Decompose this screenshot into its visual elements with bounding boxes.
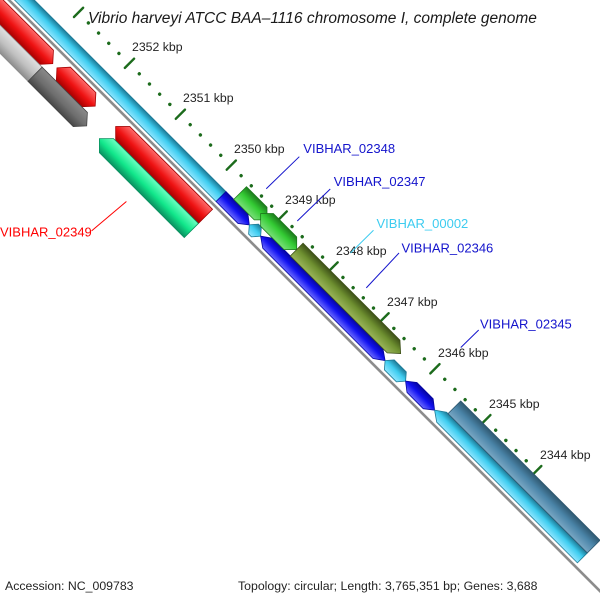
svg-text:Accession: NC_009783: Accession: NC_009783 bbox=[5, 579, 134, 593]
svg-text:2350 kbp: 2350 kbp bbox=[234, 142, 285, 156]
svg-text:VIBHAR_02346: VIBHAR_02346 bbox=[402, 241, 494, 256]
svg-text:2344 kbp: 2344 kbp bbox=[540, 448, 591, 462]
svg-text:VIBHAR_02349: VIBHAR_02349 bbox=[0, 224, 92, 239]
svg-text:2349 kbp: 2349 kbp bbox=[285, 193, 336, 207]
svg-text:2351 kbp: 2351 kbp bbox=[183, 91, 234, 105]
svg-text:2348 kbp: 2348 kbp bbox=[336, 244, 387, 258]
svg-text:VIBHAR_02348: VIBHAR_02348 bbox=[303, 141, 395, 156]
svg-text:2346 kbp: 2346 kbp bbox=[438, 346, 489, 360]
svg-text:VIBHAR_02345: VIBHAR_02345 bbox=[480, 317, 572, 332]
svg-text:2347 kbp: 2347 kbp bbox=[387, 295, 438, 309]
svg-text:VIBHAR_02347: VIBHAR_02347 bbox=[334, 174, 426, 189]
svg-text:Vibrio harveyi ATCC BAA–1116 c: Vibrio harveyi ATCC BAA–1116 chromosome … bbox=[88, 10, 537, 27]
svg-text:2345 kbp: 2345 kbp bbox=[489, 397, 540, 411]
svg-text:Topology: circular; Length: 3,: Topology: circular; Length: 3,765,351 bp… bbox=[238, 579, 538, 593]
svg-text:2352 kbp: 2352 kbp bbox=[132, 40, 183, 54]
svg-text:VIBHAR_00002: VIBHAR_00002 bbox=[377, 216, 469, 231]
